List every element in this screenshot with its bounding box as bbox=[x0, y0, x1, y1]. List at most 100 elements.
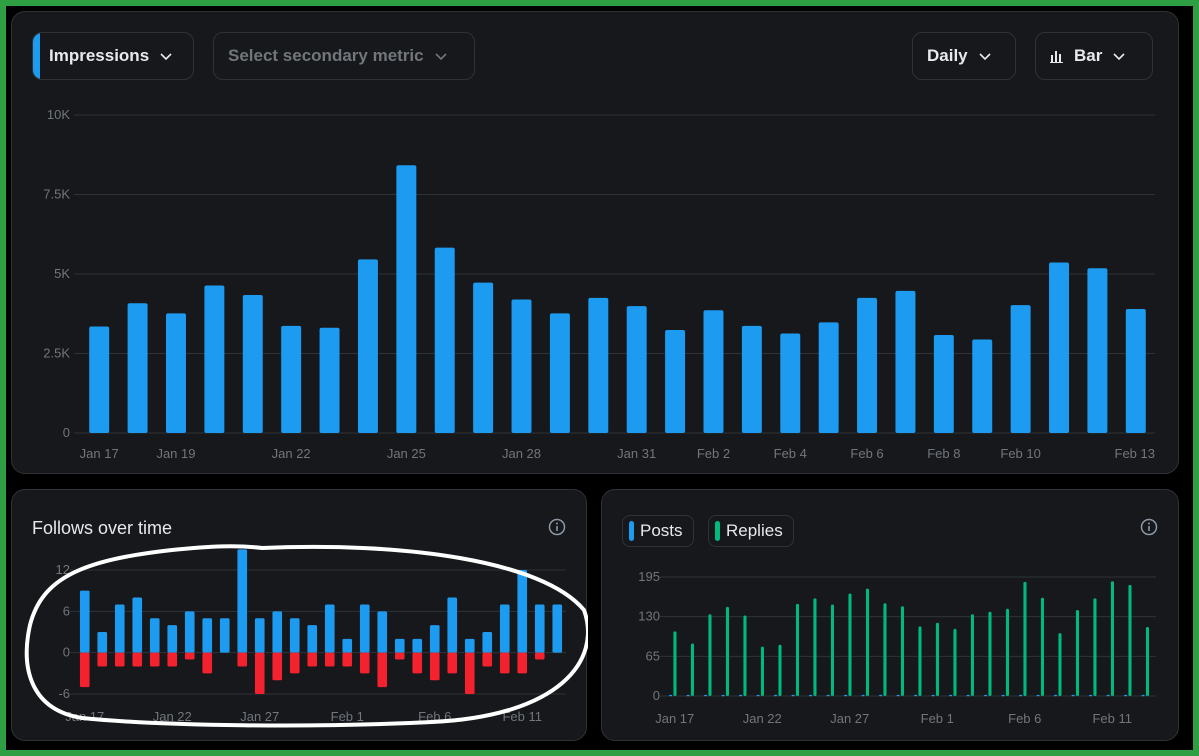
y-tick-label: 195 bbox=[638, 569, 660, 584]
interval-label: Daily bbox=[927, 46, 968, 65]
follows-bar bbox=[132, 597, 143, 653]
unfollows-bar bbox=[184, 652, 195, 660]
unfollows-bar bbox=[482, 652, 493, 667]
unfollows-bar bbox=[499, 652, 510, 674]
impressions-bar bbox=[933, 335, 954, 433]
interval-dropdown[interactable]: Daily bbox=[912, 32, 1016, 80]
chevron-down-icon bbox=[160, 53, 172, 61]
replies-bar bbox=[1145, 627, 1149, 696]
x-tick-label: Feb 6 bbox=[1008, 711, 1041, 726]
replies-bar bbox=[1075, 609, 1079, 696]
legend-replies-label: Replies bbox=[726, 521, 783, 540]
posts-bar bbox=[704, 694, 708, 697]
x-tick-label: Feb 6 bbox=[850, 446, 883, 461]
posts-bar bbox=[1124, 694, 1128, 697]
unfollows-bar bbox=[79, 652, 90, 688]
y-tick-label: 65 bbox=[646, 648, 660, 663]
posts-replies-panel: Posts Replies 0 65 130 195 Jan 17 Jan 22 Jan 2… bbox=[601, 489, 1179, 741]
follows-bar bbox=[324, 604, 335, 653]
posts-bar bbox=[1089, 694, 1093, 697]
follows-bar bbox=[482, 632, 493, 653]
legend-replies[interactable]: Replies bbox=[708, 515, 794, 547]
posts-bar bbox=[844, 694, 848, 697]
impressions-bar bbox=[281, 325, 302, 433]
primary-metric-dropdown[interactable]: Impressions bbox=[32, 32, 194, 80]
x-tick-label: Jan 27 bbox=[830, 711, 869, 726]
x-tick-label: Feb 1 bbox=[331, 709, 364, 724]
unfollows-bar bbox=[167, 652, 178, 667]
unfollows-bar bbox=[202, 652, 213, 674]
posts-bar bbox=[984, 694, 988, 697]
y-tick-label: 5K bbox=[54, 266, 70, 281]
replies-bar bbox=[690, 643, 694, 696]
follows-bar bbox=[342, 638, 353, 653]
follows-bar bbox=[184, 611, 195, 653]
replies-bar bbox=[1093, 598, 1097, 696]
legend-posts[interactable]: Posts bbox=[622, 515, 694, 547]
unfollows-bar bbox=[289, 652, 300, 674]
replies-bar bbox=[935, 622, 939, 696]
secondary-metric-dropdown[interactable]: Select secondary metric bbox=[213, 32, 475, 80]
x-tick-label: Feb 11 bbox=[1092, 711, 1132, 726]
x-tick-label: Jan 17 bbox=[80, 446, 119, 461]
unfollows-bar bbox=[517, 652, 528, 674]
follows-title: Follows over time bbox=[32, 518, 173, 538]
replies-bar bbox=[848, 593, 852, 696]
replies-bar bbox=[918, 626, 922, 696]
follows-bar bbox=[394, 638, 405, 653]
info-icon[interactable] bbox=[1140, 518, 1158, 536]
follows-bar bbox=[202, 618, 213, 653]
follows-bar bbox=[97, 632, 108, 653]
posts-bar bbox=[756, 694, 760, 697]
unfollows-bar bbox=[254, 652, 265, 694]
impressions-bar bbox=[127, 303, 148, 433]
follows-bar bbox=[429, 625, 440, 653]
follows-bar bbox=[464, 638, 475, 653]
primary-metric-label: Impressions bbox=[49, 46, 150, 65]
replies-bar bbox=[1110, 581, 1114, 696]
replies-bar bbox=[673, 631, 677, 696]
x-tick-label: Jan 28 bbox=[502, 446, 541, 461]
replies-bar bbox=[778, 644, 782, 696]
unfollows-bar bbox=[307, 652, 318, 667]
follows-bar bbox=[79, 590, 90, 653]
impressions-bar bbox=[588, 297, 609, 433]
replies-bar bbox=[1023, 581, 1027, 696]
unfollows-bar bbox=[534, 652, 545, 660]
follows-bar bbox=[149, 618, 160, 653]
unfollows-bar bbox=[359, 652, 370, 674]
follows-bar bbox=[359, 604, 370, 653]
follows-bar bbox=[237, 549, 248, 653]
posts-bar bbox=[721, 694, 725, 697]
follows-bar bbox=[517, 570, 528, 653]
replies-bar bbox=[1005, 608, 1009, 696]
replies-bar bbox=[1128, 584, 1132, 696]
follows-bar bbox=[114, 604, 125, 653]
legend-replies-swatch bbox=[715, 521, 720, 541]
info-icon[interactable] bbox=[548, 518, 566, 536]
impressions-bar bbox=[473, 282, 494, 433]
posts-bar bbox=[686, 694, 690, 697]
y-tick-label: 0 bbox=[63, 425, 70, 440]
posts-bar bbox=[1141, 694, 1145, 697]
impressions-panel: 0 2.5K 5K 7.5K 10K Jan 17 Jan 19 Jan 22 Jan 25 Ja… bbox=[11, 11, 1179, 474]
posts-bar bbox=[1106, 694, 1110, 697]
chart-type-dropdown[interactable]: Bar bbox=[1035, 32, 1153, 80]
replies-bar bbox=[865, 588, 869, 696]
replies-bar bbox=[988, 611, 992, 696]
legend-posts-label: Posts bbox=[640, 521, 683, 540]
unfollows-bar bbox=[464, 652, 475, 694]
x-tick-label: Jan 22 bbox=[272, 446, 311, 461]
replies-bar bbox=[830, 604, 834, 696]
follows-bar bbox=[377, 611, 388, 653]
posts-bar bbox=[931, 694, 935, 697]
replies-bar bbox=[953, 628, 957, 696]
bar-chart-icon bbox=[1050, 51, 1063, 63]
replies-bar bbox=[813, 598, 817, 696]
x-tick-label: Feb 11 bbox=[502, 709, 542, 724]
impressions-bar bbox=[626, 306, 647, 433]
impressions-bar bbox=[434, 247, 455, 433]
unfollows-bar bbox=[394, 652, 405, 660]
y-tick-label: -6 bbox=[58, 686, 70, 701]
x-tick-label: Feb 1 bbox=[921, 711, 954, 726]
